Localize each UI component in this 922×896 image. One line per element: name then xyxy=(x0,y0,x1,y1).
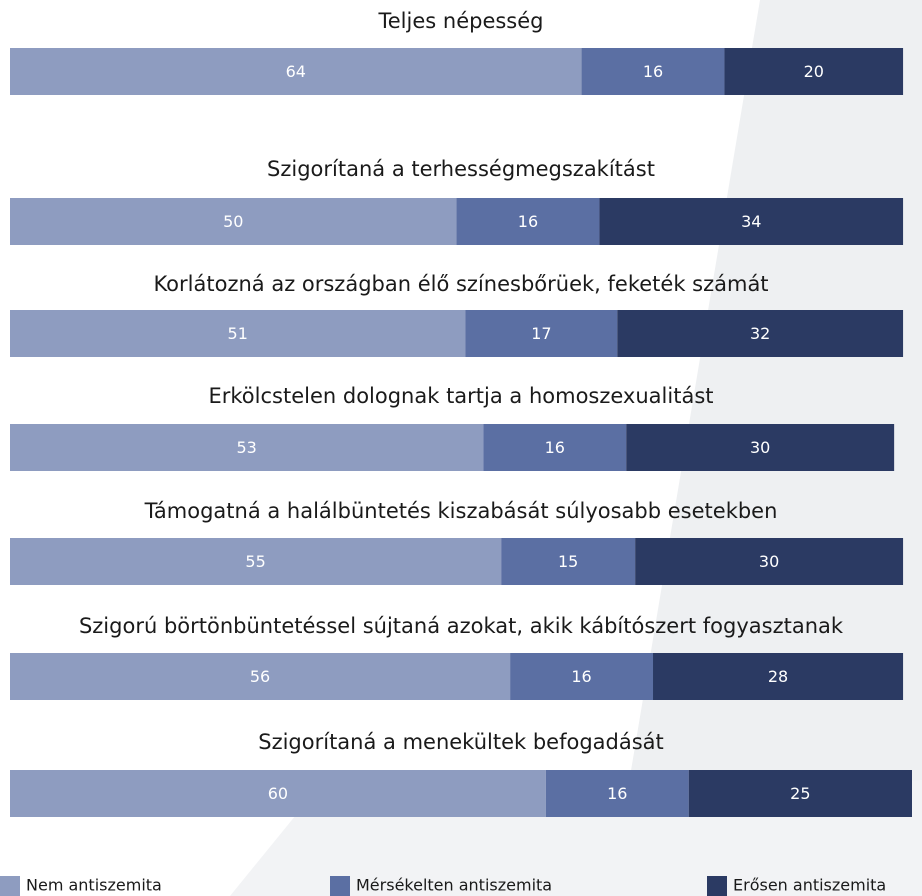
value-label: 30 xyxy=(759,552,779,571)
bar-segment xyxy=(617,310,904,357)
value-label: 53 xyxy=(236,438,256,457)
bar-segment xyxy=(510,653,654,700)
bar-segment xyxy=(501,538,636,585)
value-label: 15 xyxy=(558,552,578,571)
bar-segment xyxy=(653,653,904,700)
value-label: 56 xyxy=(250,667,270,686)
row-title: Szigorítaná a terhességmegszakítást xyxy=(267,157,655,181)
value-label: 16 xyxy=(643,62,663,81)
value-label: 50 xyxy=(223,212,243,231)
value-label: 30 xyxy=(750,438,770,457)
bar-segment xyxy=(581,48,725,95)
bar-segment xyxy=(688,770,912,817)
bar-segment xyxy=(10,538,502,585)
value-label: 25 xyxy=(790,784,810,803)
legend-swatch xyxy=(707,876,727,896)
bar-segment xyxy=(545,770,689,817)
bar-segment xyxy=(10,48,582,95)
bar-segment xyxy=(724,48,904,95)
value-label: 64 xyxy=(286,62,306,81)
bar-segment xyxy=(10,424,484,471)
value-label: 28 xyxy=(768,667,788,686)
value-label: 55 xyxy=(245,552,265,571)
row-title: Teljes népesség xyxy=(378,9,544,33)
bar-segment xyxy=(10,198,457,245)
legend-label: Mérsékelten antiszemita xyxy=(356,876,552,895)
row-title: Erkölcstelen dolognak tartja a homoszexu… xyxy=(208,384,713,408)
row-title: Támogatná a halálbüntetés kiszabását súl… xyxy=(144,499,778,523)
value-label: 34 xyxy=(741,212,761,231)
value-label: 20 xyxy=(804,62,824,81)
value-label: 51 xyxy=(228,324,248,343)
bar-segment xyxy=(10,310,466,357)
bar-segment xyxy=(599,198,904,245)
bar-segment xyxy=(483,424,627,471)
bar-segment xyxy=(635,538,904,585)
value-label: 16 xyxy=(607,784,627,803)
legend-swatch xyxy=(0,876,20,896)
row-title: Szigorítaná a menekültek befogadását xyxy=(258,730,664,754)
bar-segment xyxy=(10,770,546,817)
bar-segment xyxy=(626,424,895,471)
value-label: 32 xyxy=(750,324,770,343)
bar-segment xyxy=(10,653,511,700)
value-label: 60 xyxy=(268,784,288,803)
row-title: Korlátozná az országban élő színesbőrüek… xyxy=(153,272,768,296)
bar-segment xyxy=(465,310,618,357)
legend-swatch xyxy=(330,876,350,896)
legend-label: Nem antiszemita xyxy=(26,876,162,895)
value-label: 17 xyxy=(531,324,551,343)
value-label: 16 xyxy=(518,212,538,231)
value-label: 16 xyxy=(545,438,565,457)
legend-label: Erősen antiszemita xyxy=(733,876,886,895)
bar-segment xyxy=(456,198,600,245)
value-label: 16 xyxy=(571,667,591,686)
row-title: Szigorú börtönbüntetéssel sújtaná azokat… xyxy=(79,614,844,638)
